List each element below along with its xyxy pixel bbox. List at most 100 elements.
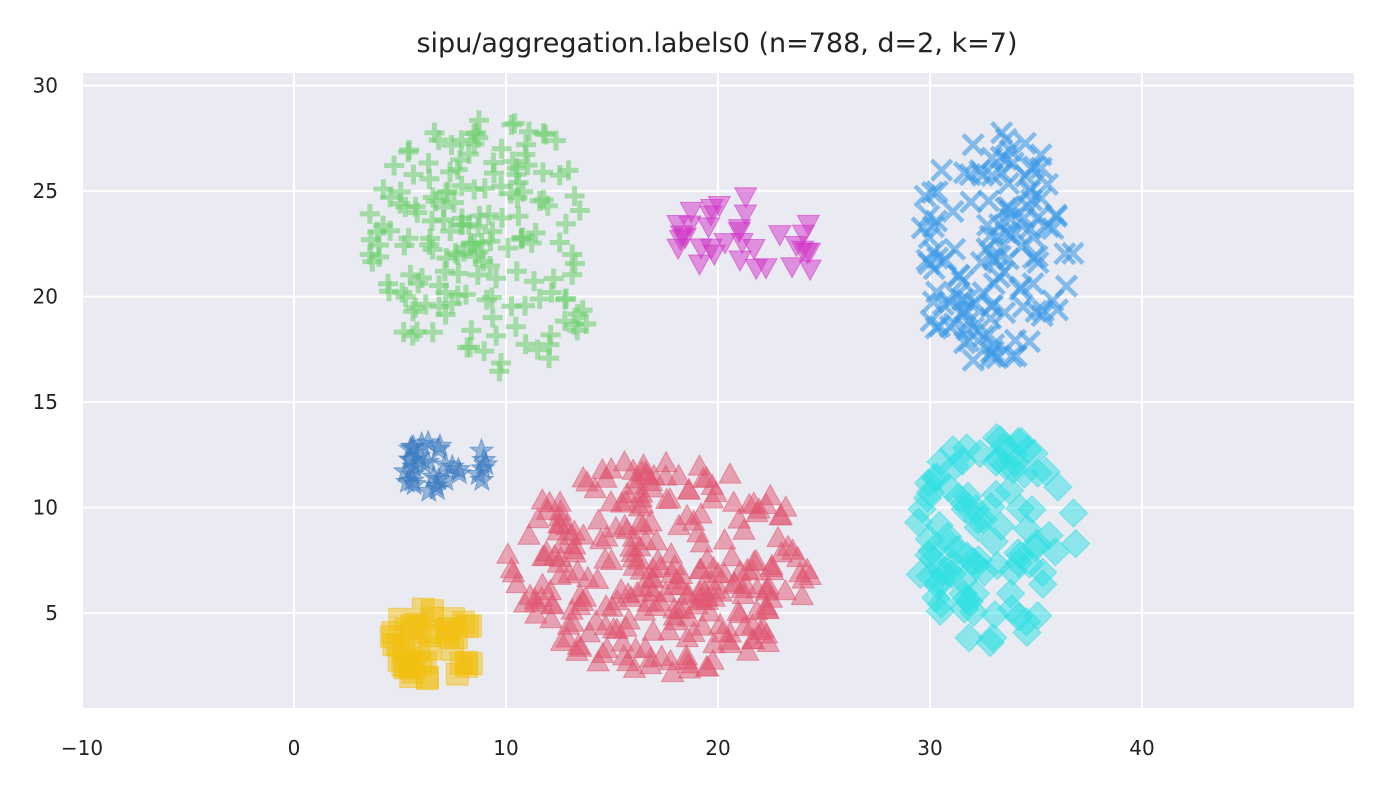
data-point-triangle-down <box>730 233 754 255</box>
data-point-plus <box>373 215 394 236</box>
data-point-triangle-up <box>644 528 669 551</box>
data-point-x <box>1054 274 1079 298</box>
series-cluster-1 <box>392 429 499 503</box>
data-point-triangle-up <box>627 547 652 570</box>
data-point-plus <box>393 322 414 343</box>
data-point-x <box>947 264 971 288</box>
data-point-triangle-up <box>735 639 760 661</box>
data-point-plus <box>569 200 590 221</box>
data-point-plus <box>468 110 489 131</box>
data-point-x <box>959 190 983 214</box>
data-point-triangle-up <box>545 519 570 541</box>
data-point-plus <box>516 134 537 155</box>
data-point-triangle-up <box>639 509 663 532</box>
data-point-x <box>975 237 999 261</box>
data-point-diamond <box>965 438 995 469</box>
data-point-plus <box>555 213 576 234</box>
data-point-triangle-up <box>548 563 572 585</box>
data-point-plus <box>484 163 505 184</box>
data-point-plus <box>556 288 577 309</box>
data-point-diamond <box>1022 528 1052 559</box>
data-point-triangle-up <box>555 626 580 648</box>
data-point-plus <box>537 195 558 216</box>
series-cluster-2 <box>495 449 823 683</box>
data-point-triangle-up <box>658 648 683 671</box>
data-point-x <box>961 133 985 157</box>
data-point-triangle-up <box>769 503 794 526</box>
data-point-plus <box>527 339 548 360</box>
data-point-x <box>925 180 949 204</box>
data-point-plus <box>429 275 450 296</box>
data-point-x <box>1029 143 1053 167</box>
data-point-triangle-up <box>732 518 756 540</box>
data-point-x <box>1014 164 1038 188</box>
data-point-triangle-up <box>586 507 611 530</box>
data-point-plus <box>506 261 527 282</box>
data-point-triangle-down <box>702 244 727 267</box>
data-point-x <box>1013 131 1037 155</box>
data-point-triangle-up <box>721 490 746 512</box>
data-point-plus <box>418 153 439 174</box>
data-point-plus <box>497 237 518 258</box>
y-tick-label: 15 <box>33 390 58 414</box>
data-point-triangle-down <box>780 257 804 279</box>
data-point-triangle-down <box>795 243 819 265</box>
data-point-triangle-up <box>495 542 520 564</box>
data-point-x <box>1053 242 1077 266</box>
data-point-triangle-up <box>660 660 685 683</box>
data-point-plus <box>501 296 522 317</box>
data-point-diamond <box>954 623 984 653</box>
data-point-plus <box>447 159 468 180</box>
data-point-plus <box>504 113 525 134</box>
data-point-x <box>1021 272 1045 296</box>
data-point-diamond <box>1012 434 1043 465</box>
data-point-square <box>444 626 468 650</box>
data-point-plus <box>369 246 390 267</box>
data-point-triangle-up <box>584 608 608 631</box>
data-point-x <box>925 280 949 304</box>
data-point-plus <box>384 155 405 176</box>
data-point-x <box>941 199 965 224</box>
x-tick-label: 0 <box>288 736 301 760</box>
data-point-plus <box>521 232 542 253</box>
data-point-triangle-down <box>713 233 737 255</box>
data-point-x <box>1024 299 1048 324</box>
data-point-triangle-up <box>700 487 725 509</box>
data-point-triangle-down <box>796 214 821 237</box>
data-point-triangle-up <box>565 559 590 581</box>
data-point-x <box>1019 188 1044 212</box>
data-point-x <box>982 333 1006 357</box>
data-point-x <box>955 288 980 312</box>
data-point-x <box>1031 299 1055 323</box>
x-tick-label: 10 <box>493 736 518 760</box>
data-point-plus <box>451 175 472 196</box>
data-point-x <box>1004 344 1028 368</box>
data-point-triangle-up <box>780 538 805 560</box>
data-point-plus <box>458 143 479 164</box>
data-point-diamond <box>988 432 1019 462</box>
data-points <box>359 110 1091 691</box>
data-point-x <box>997 171 1021 196</box>
data-point-triangle-up <box>599 456 624 479</box>
data-point-triangle-up <box>659 541 684 564</box>
data-point-x <box>930 158 954 182</box>
data-point-plus <box>564 253 585 274</box>
data-point-plus <box>491 138 512 159</box>
data-point-triangle-up <box>688 557 712 579</box>
data-point-triangle-up <box>600 595 625 617</box>
data-point-square <box>391 653 415 677</box>
data-point-triangle-down <box>699 199 724 221</box>
data-point-triangle-down <box>733 187 758 209</box>
data-point-triangle-up <box>716 628 741 650</box>
data-point-square <box>415 665 439 689</box>
series-cluster-5 <box>666 187 823 282</box>
data-point-triangle-up <box>677 656 702 679</box>
chart-title: sipu/aggregation.labels0 (n=788, d=2, k=… <box>416 28 1017 59</box>
data-point-diamond <box>904 507 934 538</box>
data-point-triangle-up <box>615 649 640 672</box>
data-point-plus <box>508 206 529 227</box>
x-axis: −10 0 10 20 30 40 <box>61 736 1155 760</box>
data-point-plus <box>532 162 553 183</box>
data-point-triangle-up <box>742 549 766 572</box>
data-point-triangle-up <box>639 469 664 491</box>
